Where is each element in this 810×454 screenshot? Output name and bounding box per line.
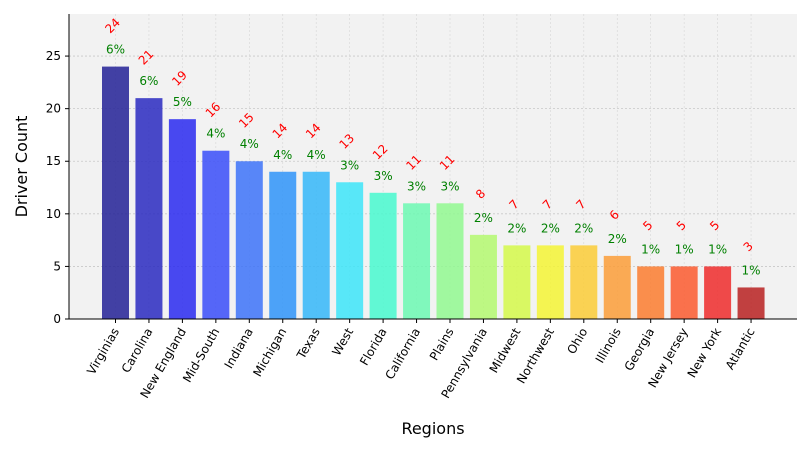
percent-label: 3%	[340, 158, 359, 172]
bar	[603, 255, 631, 319]
bar	[670, 266, 698, 319]
bar	[102, 66, 129, 319]
x-tick-label: Illinois	[593, 326, 624, 366]
bar	[737, 287, 765, 319]
bar	[503, 245, 531, 319]
y-tick-label: 10	[46, 207, 61, 221]
y-axis-label: Driver Count	[12, 116, 31, 218]
percent-label: 1%	[708, 242, 727, 256]
bar	[436, 203, 464, 319]
percent-label: 2%	[474, 211, 493, 225]
x-tick-label: Plains	[427, 326, 457, 363]
x-tick-label: Atlantic	[723, 326, 758, 373]
percent-label: 4%	[273, 148, 292, 162]
x-tick-label: Virginias	[84, 326, 122, 378]
bar	[369, 192, 397, 319]
bar	[302, 171, 330, 319]
y-tick-label: 15	[46, 154, 61, 168]
bar	[403, 203, 431, 319]
bar	[202, 150, 230, 319]
percent-label: 2%	[541, 221, 560, 235]
x-tick-label: Ohio	[564, 326, 590, 357]
x-tick-label: West	[329, 325, 356, 358]
x-tick-label: Florida	[357, 326, 390, 368]
percent-label: 6%	[106, 43, 125, 57]
y-tick-label: 20	[46, 102, 61, 116]
x-axis-label: Regions	[401, 419, 464, 438]
bar	[536, 245, 564, 319]
percent-label: 1%	[742, 263, 761, 277]
x-tick-label: Carolina	[119, 326, 156, 376]
bar	[469, 234, 497, 319]
y-tick-label: 25	[46, 49, 61, 63]
percent-label: 5%	[173, 95, 192, 109]
percent-label: 3%	[374, 169, 393, 183]
percent-label: 2%	[574, 221, 593, 235]
x-tick-label: Texas	[294, 326, 323, 363]
bar	[235, 161, 263, 319]
percent-label: 1%	[675, 242, 694, 256]
bar	[135, 98, 163, 319]
y-tick-label: 5	[53, 259, 61, 273]
percent-label: 3%	[440, 179, 459, 193]
percent-label: 4%	[240, 137, 259, 151]
bar	[168, 119, 196, 319]
percent-label: 4%	[206, 127, 225, 141]
bar	[336, 182, 364, 319]
y-tick-label: 0	[53, 312, 61, 326]
bar	[637, 266, 665, 319]
percent-label: 6%	[139, 74, 158, 88]
x-tick-label: Georgia	[622, 326, 658, 374]
bar	[570, 245, 598, 319]
x-tick-label: Midwest	[487, 325, 524, 375]
x-tick-label: Michigan	[250, 326, 289, 380]
bar	[269, 171, 297, 319]
x-tick-label: Indiana	[222, 326, 256, 371]
bars	[102, 66, 765, 319]
percent-label: 3%	[407, 179, 426, 193]
x-tick-label: New York	[685, 325, 725, 380]
percent-label: 2%	[608, 232, 627, 246]
percent-label: 4%	[307, 148, 326, 162]
percent-label: 1%	[641, 242, 660, 256]
bar	[704, 266, 732, 319]
percent-label: 2%	[507, 221, 526, 235]
